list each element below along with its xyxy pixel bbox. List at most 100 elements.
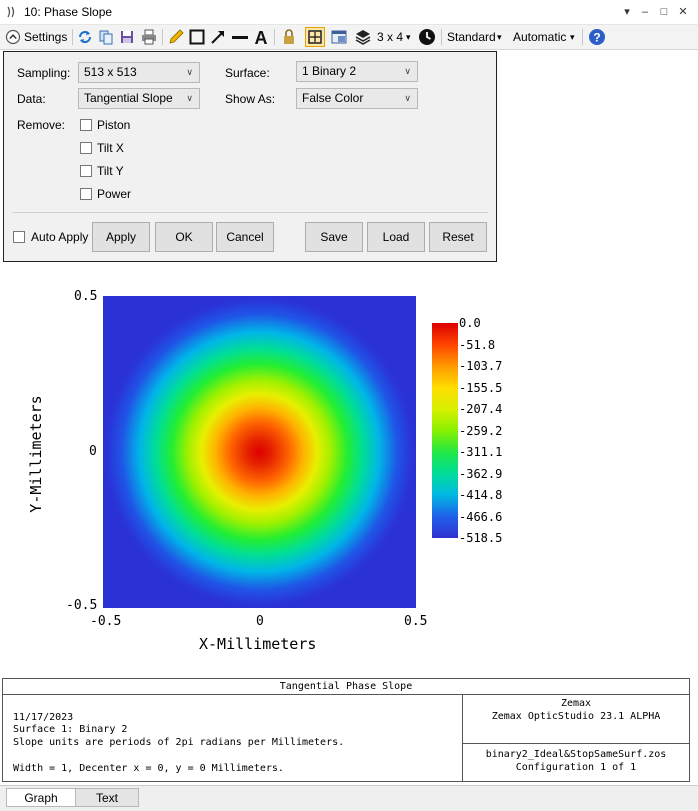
info-slope-units: Slope units are periods of 2pi radians p… xyxy=(13,737,345,748)
power-label: Power xyxy=(97,187,132,201)
x-axis-label: X-Millimeters xyxy=(199,635,317,653)
x-tick-label: 0 xyxy=(256,614,264,629)
data-label: Data: xyxy=(17,92,46,106)
x-tick-label: -0.5 xyxy=(90,614,122,629)
tab-text[interactable]: Text xyxy=(75,788,139,807)
save-icon[interactable] xyxy=(118,28,136,46)
info-width-decenter: Width = 1, Decenter x = 0, y = 0 Millime… xyxy=(13,763,284,774)
y-tick-label: 0 xyxy=(89,444,97,459)
info-surface: Surface 1: Binary 2 xyxy=(13,724,128,735)
surface-dropdown[interactable]: 1 Binary 2 ∨ xyxy=(296,61,418,82)
sampling-value: 513 x 513 xyxy=(84,65,137,79)
colorbar-tick-label: -103.7 xyxy=(459,359,503,373)
refresh-icon[interactable] xyxy=(76,28,94,46)
phase-slope-heatmap xyxy=(103,296,416,608)
apply-button[interactable]: Apply xyxy=(92,222,150,252)
chevron-down-icon: ∨ xyxy=(404,66,411,76)
tilt-x-checkbox[interactable] xyxy=(80,142,92,154)
line-icon[interactable] xyxy=(231,28,249,46)
reset-button[interactable]: Reset xyxy=(429,222,487,252)
info-title: Tangential Phase Slope xyxy=(279,681,413,692)
clock-icon[interactable] xyxy=(418,28,436,46)
power-checkbox[interactable] xyxy=(80,188,92,200)
colorbar-tick-label: -362.9 xyxy=(459,466,503,481)
settings-button[interactable]: Settings xyxy=(24,30,68,44)
app-icon xyxy=(7,6,15,18)
standard-dropdown[interactable]: Standard xyxy=(447,30,496,44)
svg-text:?: ? xyxy=(593,31,600,45)
colorbar-tick-label: -51.8 xyxy=(459,337,496,352)
surface-value: 1 Binary 2 xyxy=(302,64,357,78)
colorbar-tick-label: -259.2 xyxy=(459,423,503,438)
y-tick-label: -0.5 xyxy=(66,598,98,613)
title-bar: 10: Phase Slope ▾ ‒ □ ✕ xyxy=(0,0,698,25)
info-column-divider xyxy=(462,694,463,781)
svg-text:A: A xyxy=(255,28,268,46)
window-icon[interactable] xyxy=(330,28,348,46)
y-axis-label: Y-Millimeters xyxy=(27,395,45,513)
restore-button[interactable]: □ xyxy=(660,6,668,18)
data-value: Tangential Slope xyxy=(84,91,173,105)
surface-label: Surface: xyxy=(225,66,270,80)
minimize-button[interactable]: ‒ xyxy=(641,6,649,18)
colorbar-tick-label: -155.5 xyxy=(459,380,503,395)
tilt-y-checkbox[interactable] xyxy=(80,165,92,177)
remove-label: Remove: xyxy=(17,118,66,132)
chevron-down-icon: ∨ xyxy=(186,93,193,103)
info-box: Tangential Phase Slope 11/17/2023 Surfac… xyxy=(2,678,690,782)
close-button[interactable]: ✕ xyxy=(678,6,688,18)
toolbar-divider xyxy=(162,29,163,45)
tab-graph[interactable]: Graph xyxy=(6,788,76,807)
info-title-divider xyxy=(3,694,689,695)
data-dropdown[interactable]: Tangential Slope ∨ xyxy=(78,88,200,109)
info-company: Zemax xyxy=(560,698,592,709)
window-title: 10: Phase Slope xyxy=(24,5,113,19)
info-date: 11/17/2023 xyxy=(13,712,74,723)
colorbar-tick-label: -518.5 xyxy=(459,531,503,545)
copy-icon[interactable] xyxy=(97,28,115,46)
sampling-dropdown[interactable]: 513 x 513 ∨ xyxy=(78,62,200,83)
piston-checkbox[interactable] xyxy=(80,119,92,131)
help-icon[interactable]: ? xyxy=(588,28,606,46)
automatic-dropdown[interactable]: Automatic xyxy=(513,30,567,44)
arrow-icon[interactable] xyxy=(209,28,227,46)
chevron-down-icon: ∨ xyxy=(186,67,193,77)
info-product: Zemax OpticStudio 23.1 ALPHA xyxy=(491,711,661,722)
layers-icon[interactable] xyxy=(354,28,372,46)
view-tabs: Graph Text xyxy=(0,785,698,811)
settings-panel: Sampling: 513 x 513 ∨ Data: Tangential S… xyxy=(3,51,497,262)
toolbar-divider xyxy=(72,29,73,45)
chevron-down-icon[interactable]: ▾ xyxy=(406,32,411,42)
text-icon[interactable]: A xyxy=(252,28,270,46)
chevron-down-icon[interactable]: ▾ xyxy=(497,32,502,42)
load-button[interactable]: Load xyxy=(367,222,425,252)
show-as-dropdown[interactable]: False Color ∨ xyxy=(296,88,418,109)
pencil-icon[interactable] xyxy=(167,28,185,46)
ok-button[interactable]: OK xyxy=(155,222,213,252)
toolbar-divider xyxy=(441,29,442,45)
colorbar xyxy=(432,323,458,538)
fit-icon[interactable] xyxy=(305,27,325,47)
show-as-value: False Color xyxy=(302,91,364,105)
info-file: binary2_Ideal&StopSameSurf.zos xyxy=(485,749,667,760)
tilt-x-label: Tilt X xyxy=(97,141,124,155)
save-button[interactable]: Save xyxy=(305,222,363,252)
rectangle-icon[interactable] xyxy=(188,28,206,46)
info-row-divider xyxy=(462,743,689,744)
cancel-button[interactable]: Cancel xyxy=(216,222,274,252)
settings-divider xyxy=(12,212,488,213)
y-tick-label: 0.5 xyxy=(74,289,98,304)
info-configuration: Configuration 1 of 1 xyxy=(515,762,637,773)
lock-icon[interactable] xyxy=(280,28,298,46)
colorbar-tick-label: -466.6 xyxy=(459,509,503,524)
colorbar-tick-label: 0.0 xyxy=(459,316,481,330)
auto-apply-checkbox[interactable] xyxy=(13,231,25,243)
layout-dropdown[interactable]: 3 x 4 xyxy=(377,30,404,44)
chevron-down-icon[interactable]: ▾ xyxy=(570,32,575,42)
auto-apply-label: Auto Apply xyxy=(31,230,89,244)
window-menu-button[interactable]: ▾ xyxy=(624,6,630,18)
show-as-label: Show As: xyxy=(225,92,276,106)
colorbar-tick-label: -311.1 xyxy=(459,445,503,459)
print-icon[interactable] xyxy=(140,28,158,46)
settings-toggle-icon[interactable] xyxy=(4,28,22,46)
